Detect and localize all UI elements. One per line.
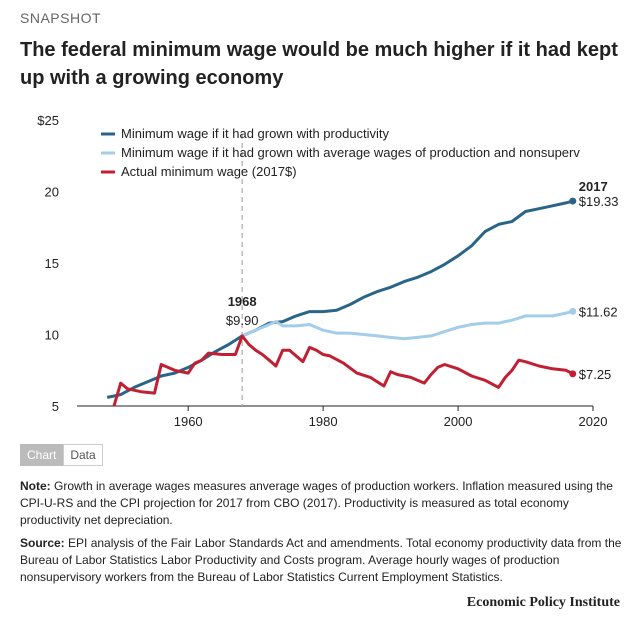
source-label: Source: — [20, 536, 65, 550]
y-tick-label: 10 — [45, 328, 59, 343]
legend-label-2: Minimum wage if it had grown with averag… — [121, 145, 580, 160]
series-lines — [106, 197, 577, 407]
note-label: Note: — [20, 479, 51, 493]
series-line-3 — [112, 334, 574, 407]
series-end-point-3 — [569, 370, 577, 378]
series-end-label-1: $19.33 — [579, 194, 619, 209]
view-tabs: Chart Data — [20, 444, 103, 466]
legend-label-1: Minimum wage if it had grown with produc… — [121, 126, 390, 141]
line-chart: 5 10 15 20 $25 1960 1980 2000 2020 1968 $9.90 $1… — [37, 113, 619, 429]
series-end-point-2 — [569, 307, 577, 315]
legend: Minimum wage if it had grown with produc… — [101, 126, 580, 179]
y-axis: 5 10 15 20 $25 — [37, 113, 59, 414]
note-paragraph: Note: Growth in average wages measures a… — [20, 478, 625, 529]
series-end-label-3: $7.25 — [579, 367, 612, 382]
source-paragraph: Source: EPI analysis of the Fair Labor S… — [20, 535, 625, 586]
reference-line-1968: 1968 $9.90 — [226, 134, 259, 406]
x-axis: 1960 1980 2000 2020 — [77, 405, 608, 429]
x-tick-label: 2020 — [579, 414, 608, 429]
x-tick-label: 1960 — [174, 414, 203, 429]
x-tick-label: 2000 — [444, 414, 473, 429]
chart-title: The federal minimum wage would be much h… — [20, 39, 618, 89]
series-line-2 — [241, 309, 574, 341]
end-labels: $19.33 $11.62 $7.25 2017 — [579, 179, 619, 382]
tab-data[interactable]: Data — [63, 444, 103, 466]
notes: Note: Growth in average wages measures a… — [20, 478, 625, 592]
series-end-point-1 — [569, 197, 577, 205]
tab-chart[interactable]: Chart — [20, 444, 64, 466]
y-tick-label: 15 — [45, 256, 59, 271]
y-tick-label: $25 — [37, 113, 59, 128]
series-end-label-2: $11.62 — [579, 304, 618, 319]
end-year-label: 2017 — [579, 179, 608, 194]
reference-value-label: $9.90 — [226, 313, 259, 328]
y-tick-label: 20 — [45, 185, 59, 200]
x-tick-label: 1980 — [309, 414, 338, 429]
brand-logo: Economic Policy Institute — [466, 595, 620, 610]
legend-label-3: Actual minimum wage (2017$) — [121, 164, 297, 179]
series-line-1 — [106, 199, 574, 399]
note-text: Growth in average wages measures anverag… — [20, 479, 613, 527]
source-text: EPI analysis of the Fair Labor Standards… — [20, 536, 622, 584]
y-tick-label: 5 — [52, 399, 59, 414]
kicker: SNAPSHOT — [20, 10, 102, 26]
reference-year-label: 1968 — [228, 294, 257, 309]
